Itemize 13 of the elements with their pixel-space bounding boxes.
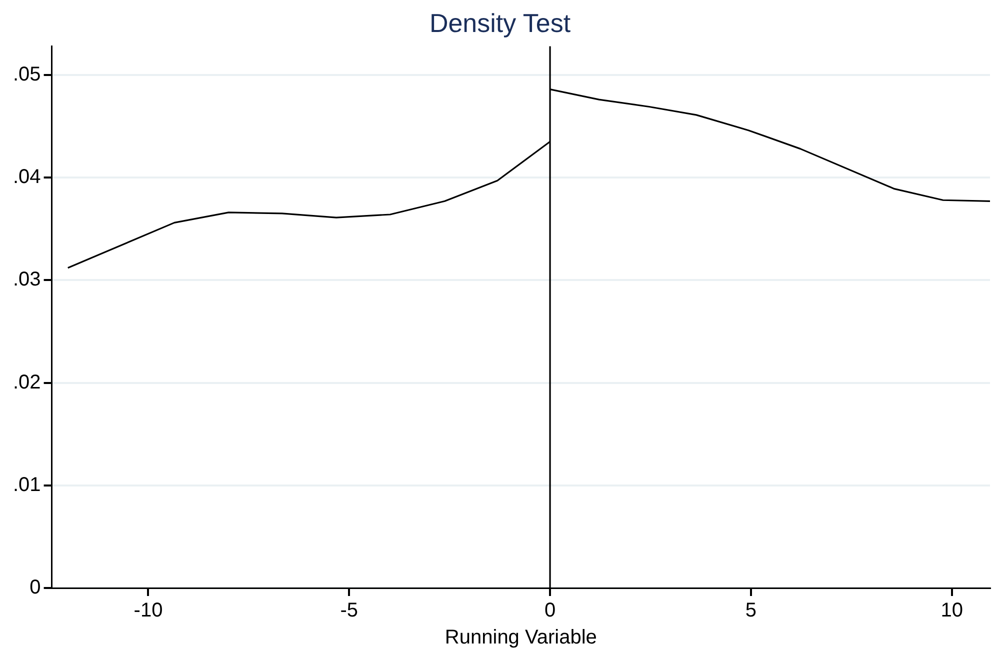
y-tick-label: .01 xyxy=(12,474,41,496)
x-tick-label: -10 xyxy=(134,600,163,622)
x-tick-label: 5 xyxy=(745,600,756,622)
x-tick-label: 10 xyxy=(940,600,963,622)
y-tick-label: 0 xyxy=(30,576,41,599)
y-tick-label: .04 xyxy=(12,166,41,188)
x-tick-label: 0 xyxy=(544,600,556,622)
y-tick-label: .02 xyxy=(12,371,41,394)
x-axis-title: Running Variable xyxy=(444,626,597,649)
y-tick-label: .05 xyxy=(12,63,41,86)
chart-title: Density Test xyxy=(429,8,572,38)
y-tick-label: .03 xyxy=(12,268,41,291)
x-tick-label: -5 xyxy=(340,600,358,622)
